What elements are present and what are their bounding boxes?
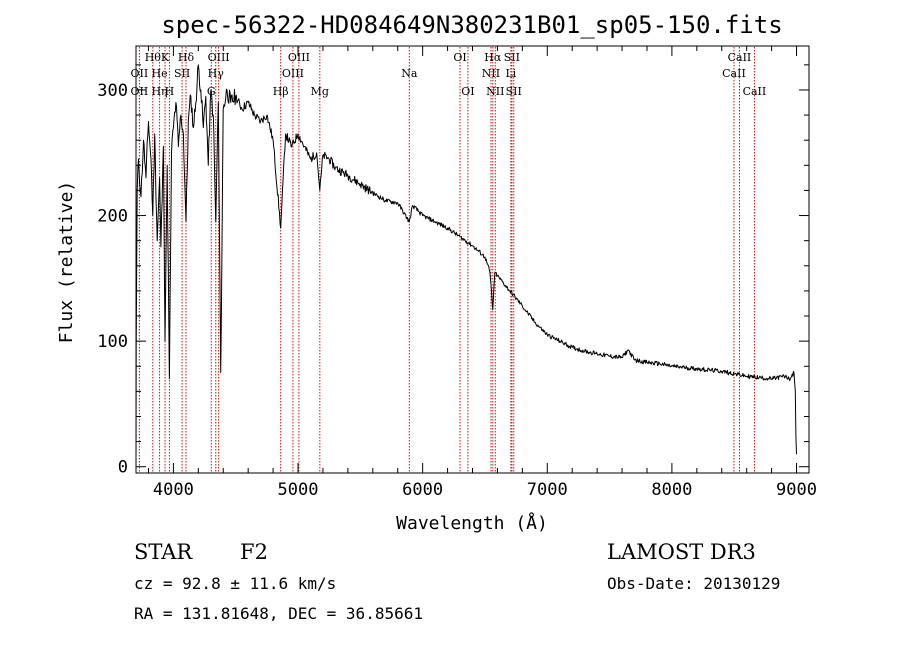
line-marker-label: Hη: [151, 85, 167, 98]
line-marker-label: CaII: [743, 85, 767, 98]
spectrum-line: [135, 64, 797, 467]
line-marker-label: Hδ: [178, 51, 195, 64]
line-marker-label: SII: [504, 51, 520, 64]
line-marker-label: OIII: [282, 67, 304, 80]
line-marker-label: OIII: [208, 51, 230, 64]
x-axis-label: Wavelength (Å): [396, 512, 548, 534]
x-tick-label: 9000: [776, 480, 817, 500]
plot-frame: [135, 45, 810, 474]
x-tick-label: 8000: [651, 480, 692, 500]
line-marker-label: NII: [482, 67, 500, 80]
line-marker-label: Mg: [311, 85, 329, 98]
chart-title: spec-56322-HD084649N380231B01_sp05-150.f…: [161, 11, 782, 39]
line-marker-label: Li: [505, 67, 516, 80]
coordinates: RA = 131.81648, DEC = 36.85661: [134, 604, 423, 623]
series-layer: [135, 64, 797, 467]
observation-date: Obs-Date: 20130129: [607, 574, 781, 593]
x-tick-label: 4000: [153, 480, 194, 500]
object-class: STAR: [134, 540, 193, 564]
line-marker-label: Hγ: [208, 67, 225, 80]
line-marker-label: OII: [131, 85, 149, 98]
line-marker-label: H: [165, 85, 175, 98]
y-tick-label: 100: [97, 332, 128, 352]
x-tick-label: 7000: [527, 480, 568, 500]
line-marker-label: SII: [506, 85, 522, 98]
y-tick-label: 300: [97, 81, 128, 101]
line-marker-label: OIII: [288, 51, 310, 64]
y-tick-label: 200: [97, 207, 128, 227]
line-marker-label: He: [152, 67, 168, 80]
line-marker-label: OI: [453, 51, 466, 64]
line-marker-label: OII: [131, 67, 149, 80]
axis-ticks: 4000 5000 6000 7000 8000 9000 0 100 200 300: [97, 46, 817, 500]
line-marker-label: CaII: [722, 67, 746, 80]
redshift-value: cz = 92.8 ± 11.6 km/s: [134, 574, 337, 593]
line-marker-label: Hα: [484, 51, 502, 64]
x-tick-label: 5000: [278, 480, 319, 500]
survey-name: LAMOST DR3: [607, 540, 756, 564]
y-axis-label: Flux (relative): [56, 181, 77, 344]
x-tick-label: 6000: [402, 480, 443, 500]
line-marker-label: NII: [486, 85, 504, 98]
line-marker-label: Na: [401, 67, 418, 80]
line-marker-label: OI: [461, 85, 474, 98]
object-subclass: F2: [240, 540, 268, 564]
y-tick-label: 0: [118, 458, 128, 478]
line-marker-label: Hβ: [273, 85, 289, 98]
line-marker-label: Hθ: [145, 51, 162, 64]
line-markers: OIIOIIHθHeHηKHSIIHδGHγOIIIHβOIIIOIIIMgNa…: [131, 47, 767, 472]
line-marker-label: K: [161, 51, 170, 64]
line-marker-label: SII: [174, 67, 190, 80]
line-marker-label: CaII: [728, 51, 752, 64]
